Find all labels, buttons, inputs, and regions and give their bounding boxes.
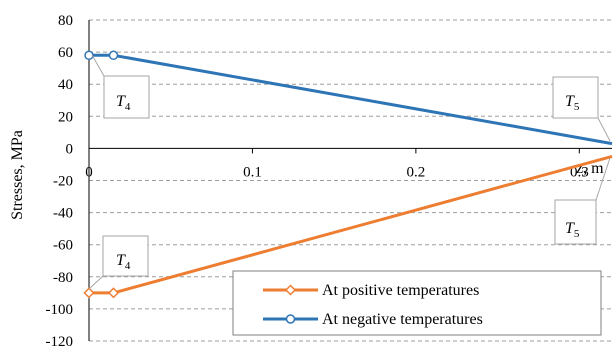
legend-marker-negative [285, 314, 296, 324]
y-tick-label: 80 [58, 13, 73, 29]
callout-t5-lower-label: T5 [565, 220, 580, 240]
x-tick-label: 0.3 [570, 164, 589, 180]
legend-label-positive: At positive temperatures [322, 282, 479, 299]
y-axis-title: Stresses, MPa [9, 130, 26, 220]
y-tick-label: -60 [53, 238, 73, 254]
legend-box [232, 270, 602, 336]
x-tick-labels: 0 0.1 0.2 0.3 [85, 164, 588, 180]
callout-t4-lower: T4 [88, 235, 149, 290]
callout-t5-upper-label: T5 [565, 93, 580, 113]
x-tick-label: 0 [85, 164, 93, 180]
callout-t4-upper-label: T4 [116, 93, 131, 113]
y-tick-label: -100 [46, 302, 74, 318]
series-layer [83, 50, 613, 299]
y-tick-label: 60 [58, 45, 73, 61]
y-tick-label: 0 [66, 141, 74, 157]
legend-label-negative: At negative temperatures [322, 311, 483, 328]
callout-t5-lower: T5 [554, 157, 611, 245]
y-tick-label: 40 [58, 77, 73, 93]
y-tick-labels: -120 -100 -80 -60 -40 -20 0 20 40 60 80 [46, 13, 74, 349]
data-point [108, 50, 119, 61]
legend: At positive temperatures At negative tem… [232, 270, 602, 336]
y-tick-label: 20 [58, 109, 73, 125]
y-tick-label: -80 [53, 270, 73, 286]
x-tick-label: 0.1 [243, 164, 262, 180]
callout-t4-upper: T4 [91, 54, 150, 119]
legend-item-negative: At negative temperatures [263, 311, 483, 328]
data-point [107, 287, 120, 299]
y-tick-label: -20 [53, 174, 73, 190]
series-line-negative [89, 53, 613, 146]
y-tick-label: -120 [46, 334, 74, 349]
y-tick-label: -40 [53, 206, 73, 222]
data-point [83, 287, 95, 299]
data-point [84, 50, 94, 61]
legend-item-positive: At positive temperatures [263, 282, 479, 299]
callout-t5-upper: T5 [552, 76, 611, 142]
legend-marker-positive [284, 284, 297, 296]
callout-t4-lower-label: T4 [116, 252, 131, 272]
x-tick-label: 0.2 [407, 164, 426, 180]
